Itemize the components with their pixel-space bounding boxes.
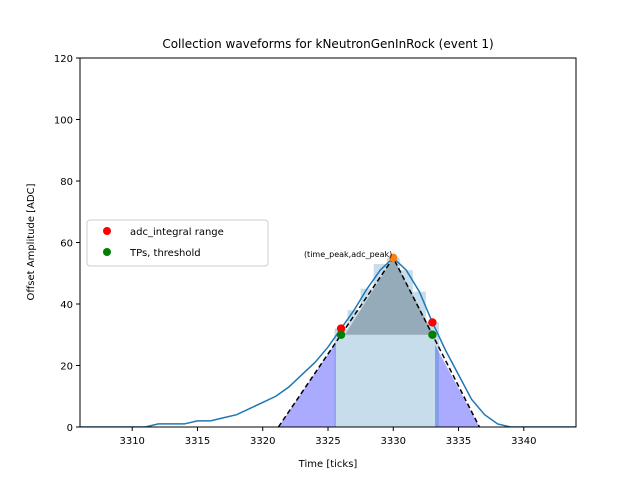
x-tick-label-3325: 3325	[315, 436, 340, 447]
integral-bar-3328	[360, 288, 374, 427]
integral-bar-3326	[334, 328, 348, 427]
y-tick-label-120: 120	[54, 54, 73, 65]
x-tick-label-3335: 3335	[446, 436, 471, 447]
integral-bar-3329	[373, 264, 387, 427]
fill-region-1	[435, 344, 480, 427]
legend-label-tps-threshold: TPs, threshold	[129, 248, 201, 259]
legend-box	[86, 219, 269, 267]
chart-title: Collection waveforms for kNeutronGenInRo…	[162, 37, 493, 51]
x-tick-label-3315: 3315	[185, 436, 210, 447]
y-axis-ticks: 0 20 40 60 80 100 120	[54, 54, 80, 434]
point-adc-integral-range-1	[428, 318, 437, 327]
x-axis-ticks: 3310 3315 3320 3325 3330 3335 3340	[119, 427, 537, 447]
point-tps-threshold-2	[336, 330, 346, 339]
x-tick-label-3310: 3310	[119, 436, 144, 447]
y-tick-label-100: 100	[54, 116, 73, 127]
y-tick-label-60: 60	[60, 239, 73, 250]
y-tick-label-40: 40	[60, 300, 73, 311]
integral-bar-3333	[425, 322, 439, 427]
y-tick-label-80: 80	[60, 177, 73, 188]
integral-bar-3332	[412, 291, 426, 427]
y-tick-label-0: 0	[67, 423, 73, 434]
point-tps-threshold-3	[428, 330, 437, 339]
x-tick-label-3330: 3330	[381, 436, 406, 447]
x-tick-label-3320: 3320	[250, 436, 275, 447]
y-axis-label: Offset Amplitude [ADC]	[26, 183, 37, 300]
x-axis-label: Time [ticks]	[298, 459, 358, 470]
fill-region-2	[344, 257, 434, 335]
waveform-line	[80, 256, 576, 427]
integral-bar-3327	[347, 310, 361, 427]
legend: adc_integral range TPs, threshold	[86, 219, 269, 267]
legend-marker-tps-threshold	[103, 248, 111, 256]
point-adc-integral-range-0	[336, 324, 346, 333]
y-tick-label-20: 20	[60, 362, 73, 373]
integral-bar-3331	[399, 270, 413, 427]
peak-annotation: (time_peak,adc_peak)	[304, 250, 392, 259]
legend-marker-adc-integral-range	[103, 227, 111, 235]
legend-label-adc-integral-range: adc_integral range	[130, 227, 224, 238]
plot-area	[80, 253, 576, 427]
point-peak-4	[389, 253, 398, 263]
x-tick-label-3340: 3340	[511, 436, 536, 447]
integral-bar-3330	[386, 257, 400, 427]
